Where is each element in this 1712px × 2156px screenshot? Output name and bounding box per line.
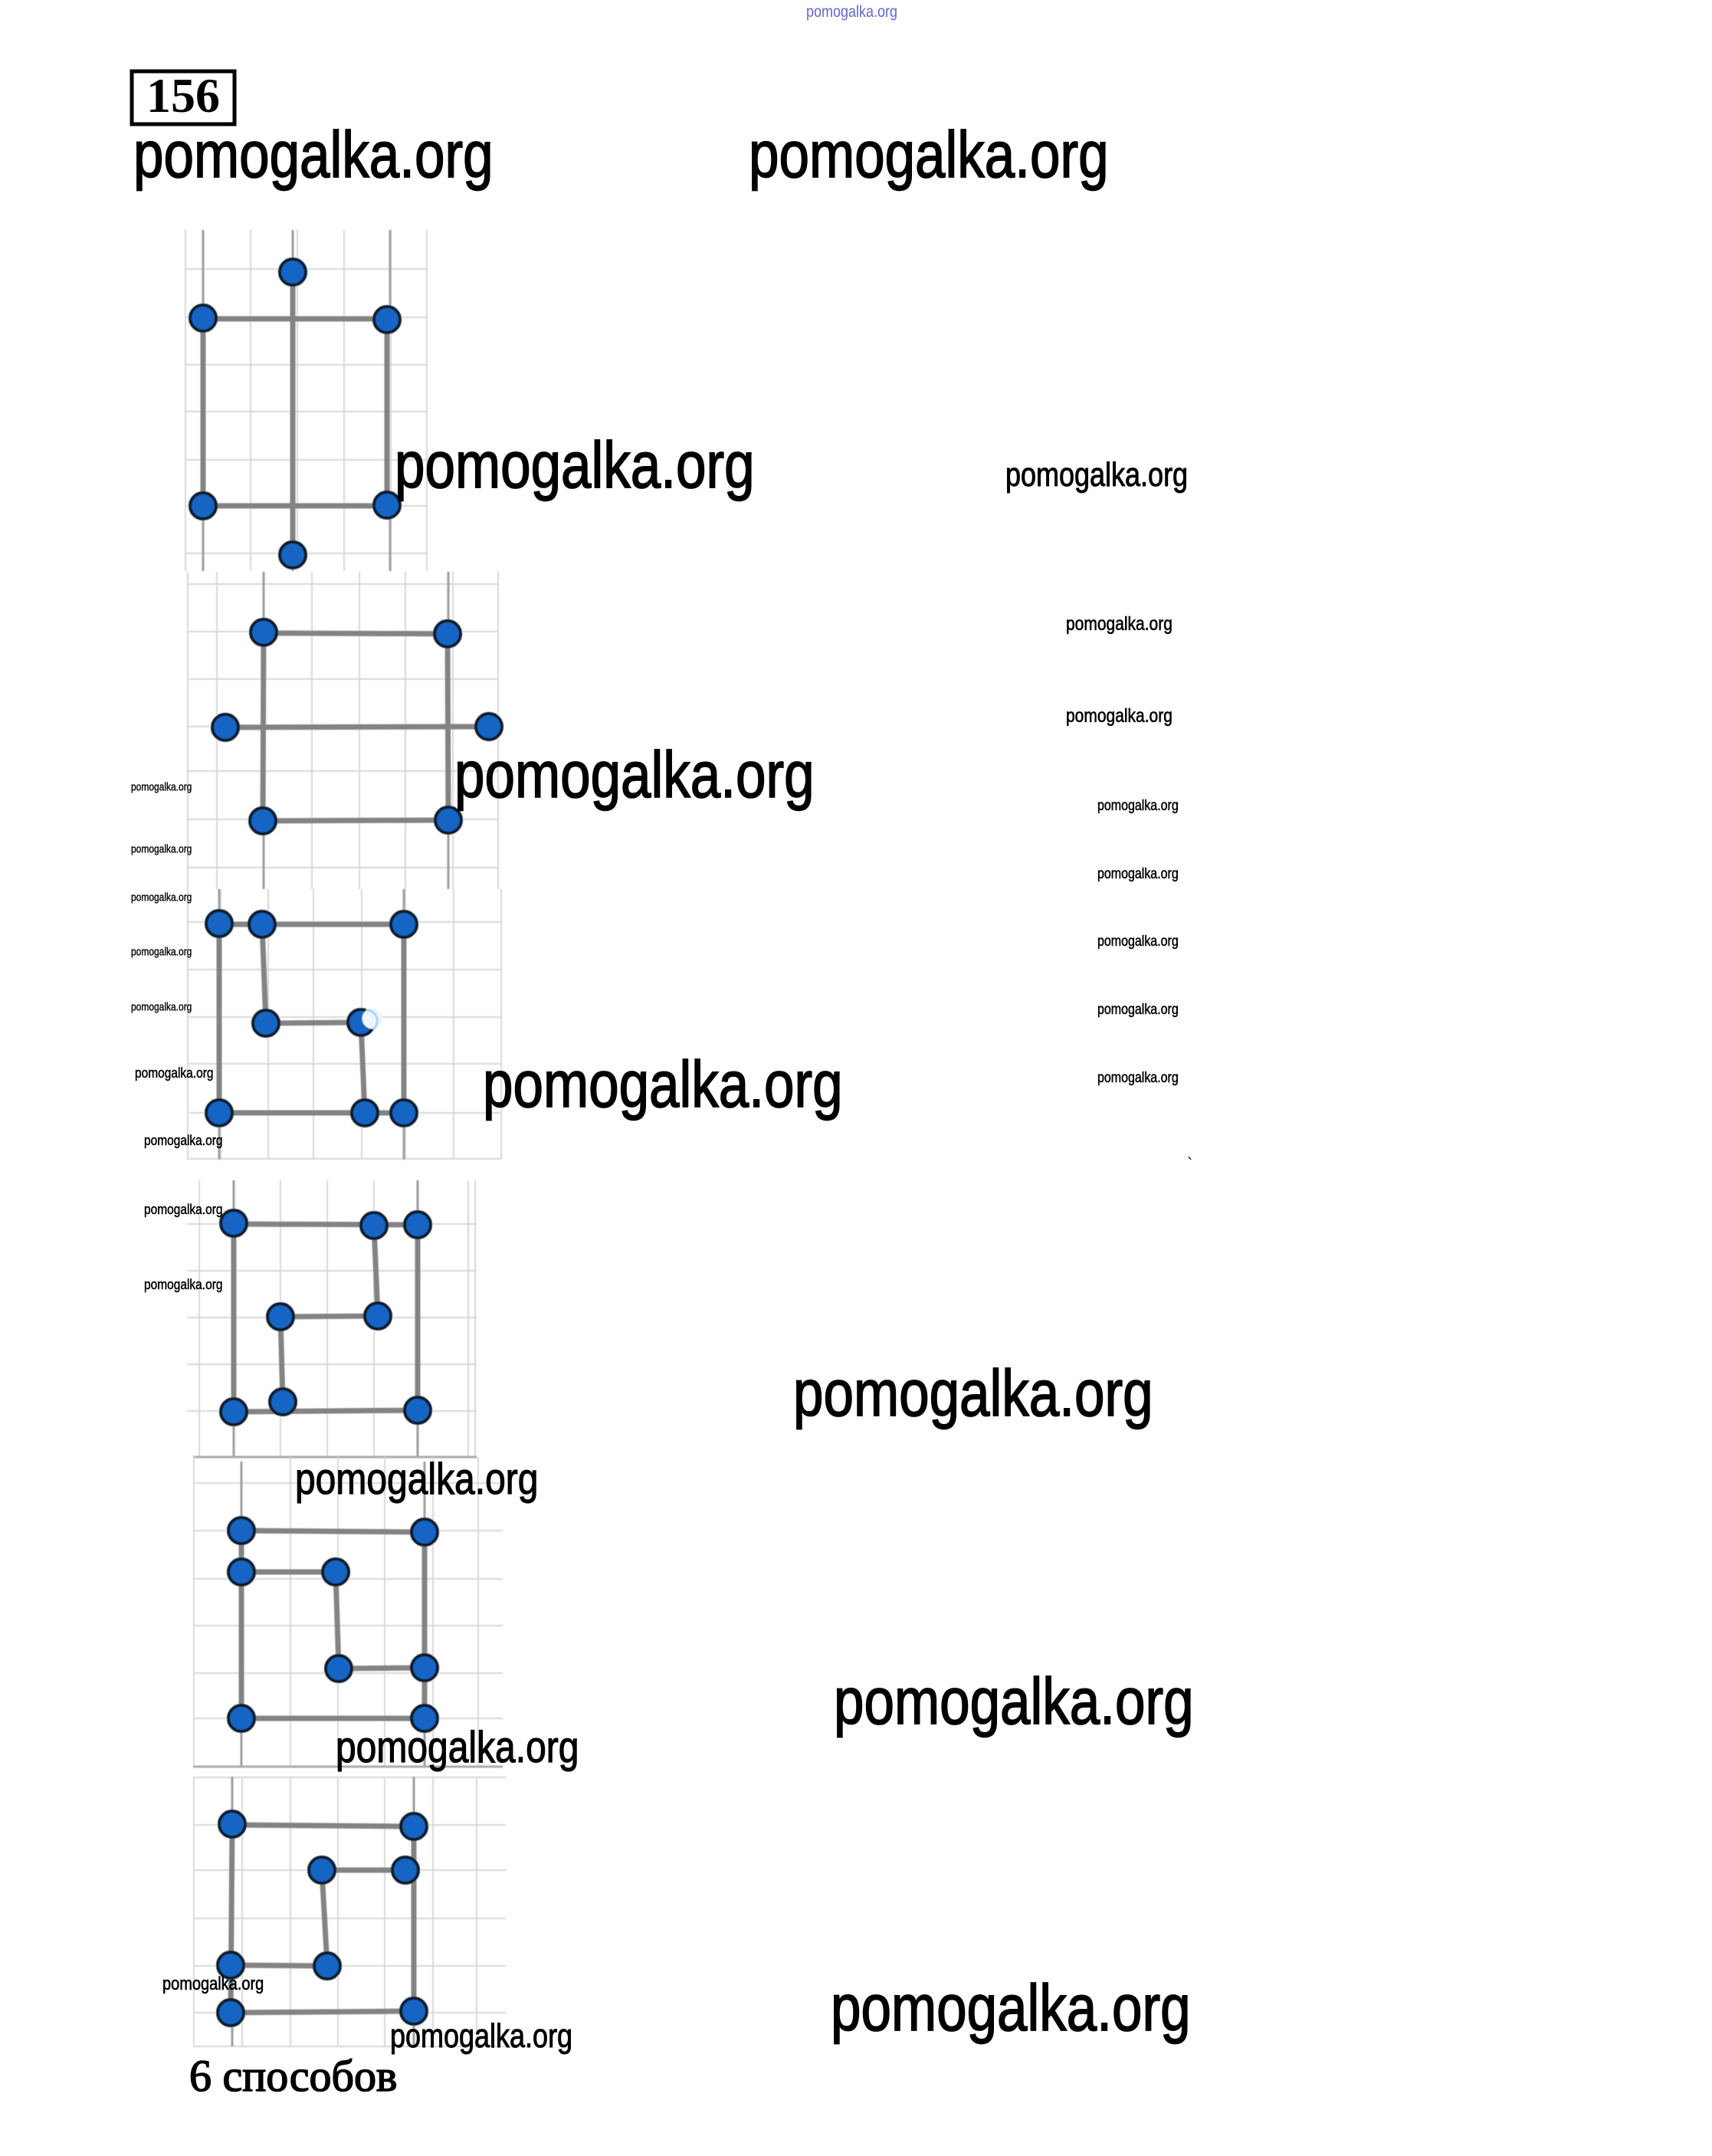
svg-text:pomogalka.org: pomogalka.org xyxy=(390,2018,572,2055)
svg-text:pomogalka.org: pomogalka.org xyxy=(834,1665,1194,1738)
svg-text:pomogalka.org: pomogalka.org xyxy=(131,780,192,793)
svg-text:pomogalka.org: pomogalka.org xyxy=(1097,865,1179,882)
svg-text:`: ` xyxy=(1187,1154,1192,1173)
svg-text:pomogalka.org: pomogalka.org xyxy=(1097,1001,1179,1018)
svg-text:156: 156 xyxy=(146,68,220,123)
svg-text:pomogalka.org: pomogalka.org xyxy=(1097,1069,1179,1086)
svg-text:6 способов: 6 способов xyxy=(189,2051,397,2101)
svg-text:pomogalka.org: pomogalka.org xyxy=(131,1000,192,1012)
svg-text:pomogalka.org: pomogalka.org xyxy=(395,428,755,502)
svg-text:pomogalka.org: pomogalka.org xyxy=(1066,704,1172,726)
svg-text:pomogalka.org: pomogalka.org xyxy=(133,118,494,192)
svg-text:pomogalka.org: pomogalka.org xyxy=(749,118,1109,192)
svg-text:pomogalka.org: pomogalka.org xyxy=(806,3,897,21)
svg-text:pomogalka.org: pomogalka.org xyxy=(1066,612,1172,634)
svg-text:pomogalka.org: pomogalka.org xyxy=(144,1133,222,1149)
svg-text:pomogalka.org: pomogalka.org xyxy=(1097,933,1179,950)
svg-text:pomogalka.org: pomogalka.org xyxy=(131,945,192,957)
svg-text:pomogalka.org: pomogalka.org xyxy=(135,1065,213,1081)
svg-text:pomogalka.org: pomogalka.org xyxy=(144,1202,222,1218)
svg-text:pomogalka.org: pomogalka.org xyxy=(831,1971,1191,2045)
svg-text:pomogalka.org: pomogalka.org xyxy=(131,842,192,855)
svg-text:pomogalka.org: pomogalka.org xyxy=(483,1048,843,1121)
svg-text:pomogalka.org: pomogalka.org xyxy=(1005,457,1188,494)
svg-text:pomogalka.org: pomogalka.org xyxy=(131,891,192,903)
svg-text:pomogalka.org: pomogalka.org xyxy=(144,1277,222,1293)
svg-text:pomogalka.org: pomogalka.org xyxy=(454,738,815,812)
svg-text:pomogalka.org: pomogalka.org xyxy=(793,1357,1153,1430)
svg-text:pomogalka.org: pomogalka.org xyxy=(336,1723,579,1772)
svg-text:pomogalka.org: pomogalka.org xyxy=(162,1973,264,1994)
svg-text:pomogalka.org: pomogalka.org xyxy=(1097,797,1179,814)
svg-text:pomogalka.org: pomogalka.org xyxy=(295,1455,538,1504)
